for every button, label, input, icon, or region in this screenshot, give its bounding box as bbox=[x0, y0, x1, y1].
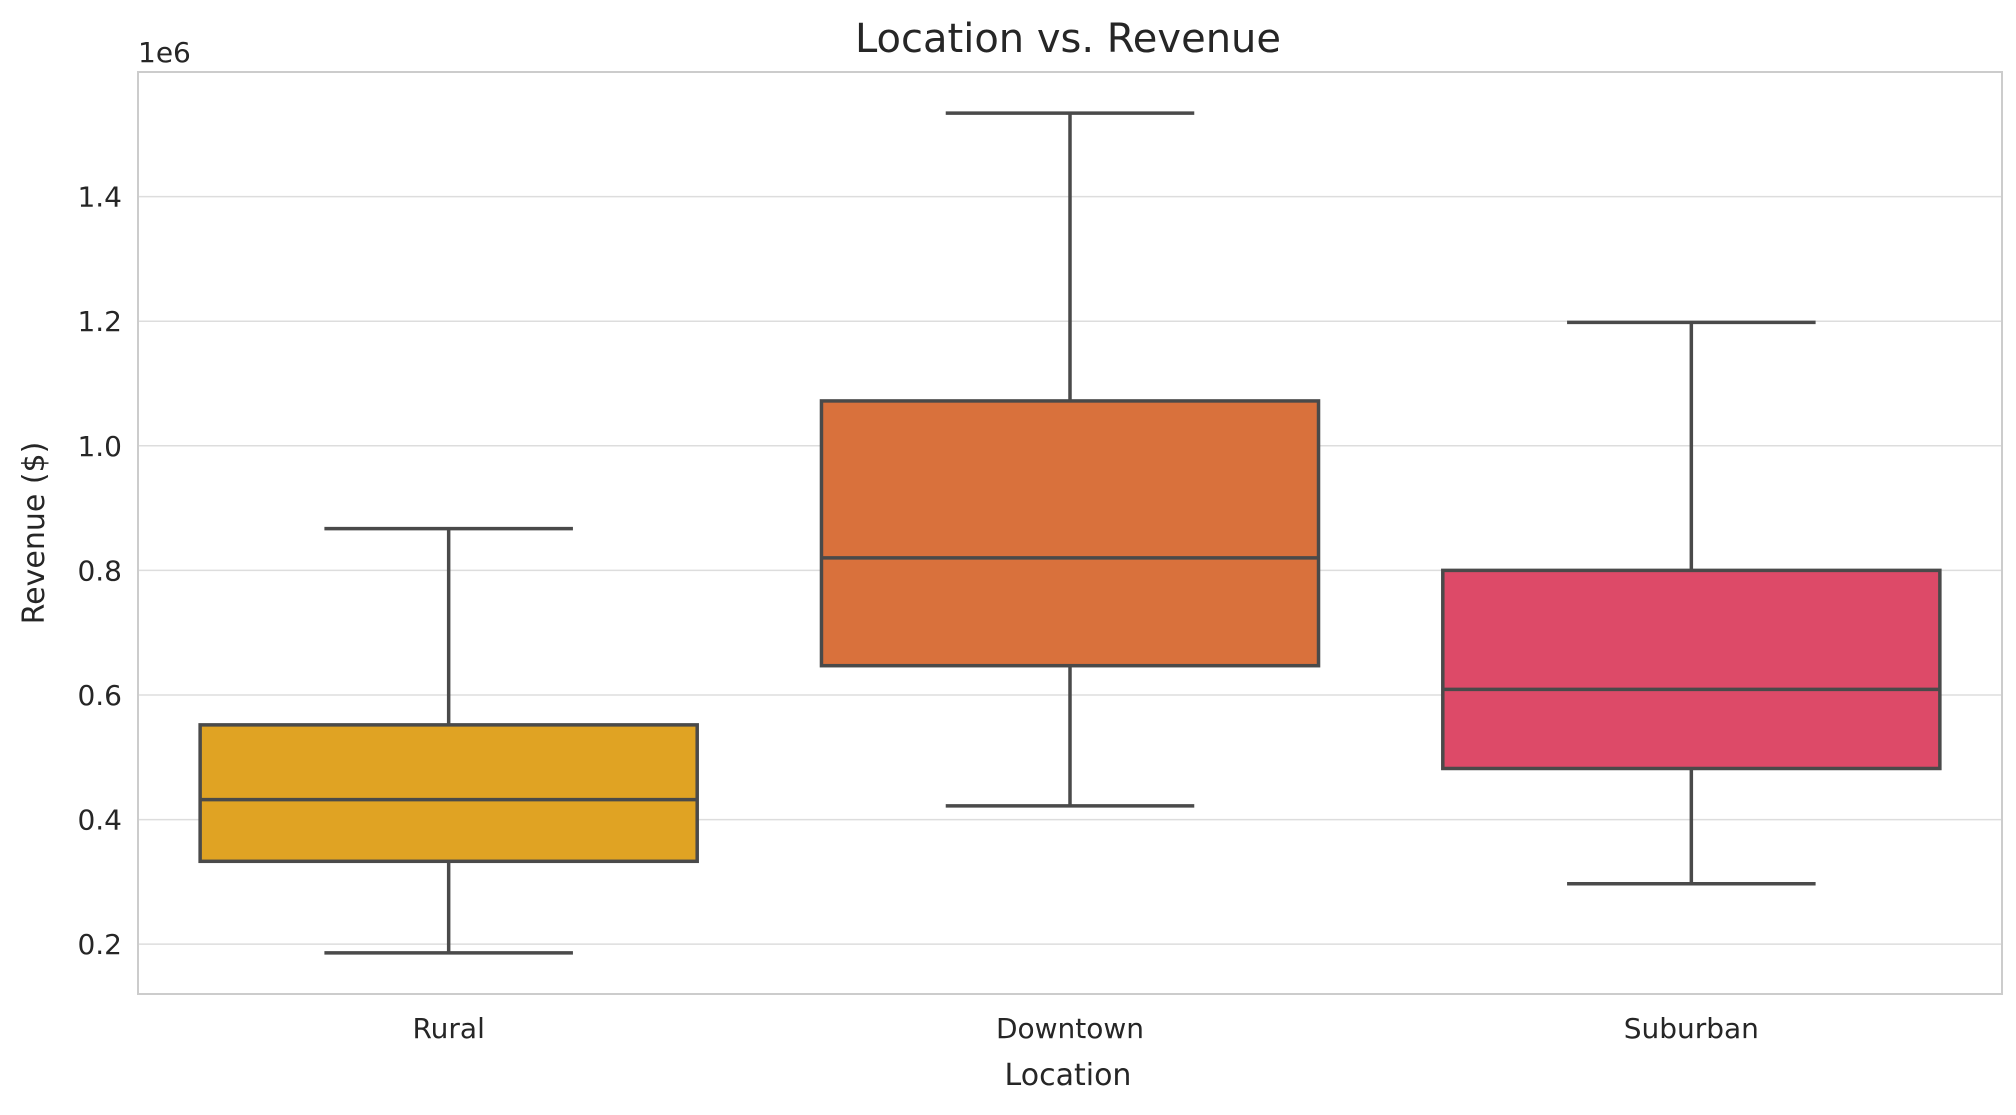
x-axis-ticks: Rural Downtown Suburban bbox=[412, 1012, 1758, 1045]
y-tick-label: 0.4 bbox=[77, 804, 122, 837]
box-group-suburban bbox=[1441, 320, 1942, 886]
y-tick-label: 1.0 bbox=[77, 430, 122, 463]
box-group-downtown bbox=[819, 111, 1321, 808]
y-axis-ticks: 0.2 0.4 0.6 0.8 1.0 1.2 1.4 bbox=[77, 181, 122, 962]
y-tick-label: 0.6 bbox=[77, 679, 122, 712]
box-group-rural bbox=[198, 526, 699, 955]
boxes bbox=[198, 111, 1942, 955]
plot-frame bbox=[137, 71, 2003, 995]
y-tick-label: 0.2 bbox=[77, 928, 122, 961]
y-tick-label: 1.4 bbox=[77, 181, 122, 214]
x-tick-label: Downtown bbox=[996, 1012, 1144, 1045]
y-tick-label: 0.8 bbox=[77, 554, 122, 587]
y-axis-label: Revenue ($) bbox=[17, 442, 52, 625]
x-tick-label: Rural bbox=[412, 1012, 484, 1045]
box-iqr bbox=[198, 723, 699, 864]
chart-title: Location vs. Revenue bbox=[855, 16, 1281, 62]
y-tick-label: 1.2 bbox=[77, 305, 122, 338]
x-axis-label: Location bbox=[1005, 1058, 1132, 1093]
y-axis-offset-label: 1e6 bbox=[138, 36, 191, 69]
box-iqr bbox=[819, 399, 1321, 668]
x-tick-label: Suburban bbox=[1624, 1012, 1759, 1045]
box-iqr bbox=[1441, 568, 1942, 771]
